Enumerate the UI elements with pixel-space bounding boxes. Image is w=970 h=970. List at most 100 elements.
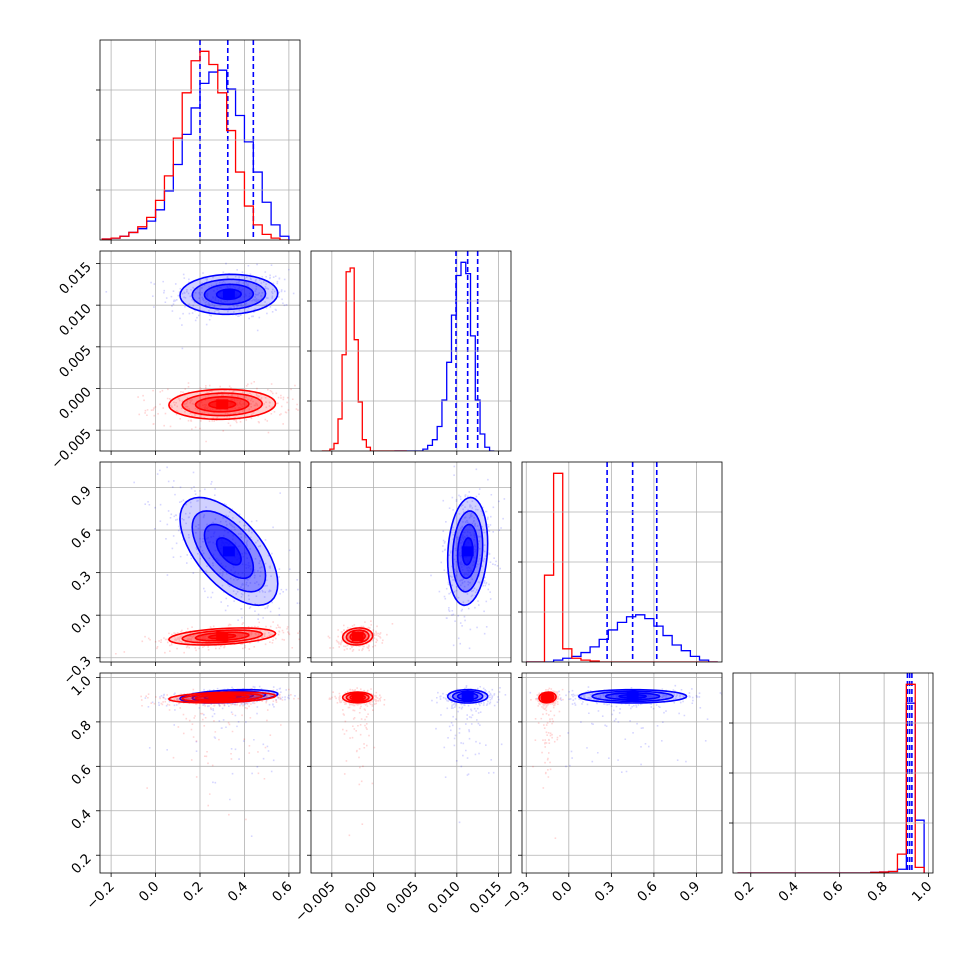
contour-3 bbox=[215, 537, 242, 566]
contour-3 bbox=[208, 399, 237, 409]
scatter-points bbox=[328, 687, 386, 837]
x-tick-label-p0-3: 0.4 bbox=[225, 879, 252, 906]
histogram-series-1 bbox=[737, 683, 925, 873]
contour-3 bbox=[208, 633, 237, 640]
x-tick-label-p1-4: 0.015 bbox=[467, 879, 506, 918]
scatter-series-1 bbox=[140, 688, 300, 821]
panel-2-2 bbox=[518, 461, 723, 666]
x-tick-label-p3-0: 0.2 bbox=[731, 879, 758, 906]
scatter-series-0 bbox=[105, 262, 300, 350]
contour-0 bbox=[167, 691, 277, 704]
panel-0-3: −0.2 0.0 0.2 0.4 0.60.20.40.60.81.0 bbox=[68, 672, 301, 913]
scatter-points bbox=[430, 465, 506, 650]
contour-2 bbox=[194, 693, 250, 701]
histogram-series-0 bbox=[101, 69, 290, 240]
density-peak bbox=[216, 631, 229, 642]
panel-frame bbox=[310, 461, 512, 663]
x-tick-label-p1-3: 0.010 bbox=[425, 879, 464, 918]
y-tick-label-p3-2: 0.6 bbox=[68, 762, 95, 789]
panel-1-2 bbox=[307, 461, 512, 666]
histogram-series-0 bbox=[737, 702, 925, 873]
scatter-series-0 bbox=[431, 685, 507, 873]
panel-3-3: 0.2 0.4 0.6 0.8 1.0 bbox=[729, 672, 936, 906]
histogram-series-0 bbox=[526, 614, 718, 662]
contour-1 bbox=[181, 692, 264, 703]
contour-3 bbox=[207, 695, 237, 700]
panel-frame bbox=[521, 672, 723, 874]
contour-0 bbox=[168, 627, 277, 646]
x-tick-label-p3-2: 0.6 bbox=[820, 879, 847, 906]
x-tick-label-p2-0: −0.3 bbox=[499, 879, 533, 913]
x-tick-label-p0-2: 0.2 bbox=[180, 879, 207, 906]
x-tick-label-p1-0: −0.005 bbox=[292, 879, 339, 926]
x-tick-label-p3-3: 0.8 bbox=[864, 879, 891, 906]
density-peak bbox=[222, 546, 235, 557]
x-tick-label-p2-2: 0.3 bbox=[592, 879, 619, 906]
panel-1-3: −0.005 0.000 0.005 0.010 0.015 bbox=[292, 672, 512, 926]
y-tick-label-p2-3: 0.6 bbox=[68, 526, 95, 553]
y-tick-label-p3-1: 0.4 bbox=[68, 806, 95, 833]
contour-0 bbox=[341, 691, 374, 704]
contour-0 bbox=[179, 496, 279, 607]
contour-0 bbox=[577, 688, 688, 704]
panel-1-1 bbox=[307, 250, 512, 455]
histogram-series-0 bbox=[394, 261, 495, 451]
contour-2 bbox=[203, 283, 255, 306]
contour-2 bbox=[456, 523, 479, 580]
x-tick-label-p3-1: 0.4 bbox=[776, 879, 803, 906]
contour-0 bbox=[446, 496, 489, 607]
contour-0 bbox=[179, 273, 279, 316]
y-tick-label-p3-0: 0.2 bbox=[68, 851, 95, 878]
density-peak bbox=[216, 692, 229, 703]
histogram-series-1 bbox=[101, 50, 289, 240]
y-tick-label-p2-2: 0.3 bbox=[68, 568, 95, 595]
scatter-series-1 bbox=[115, 621, 300, 655]
contour-1 bbox=[191, 510, 267, 593]
x-tick-label-p2-1: 0.0 bbox=[549, 879, 576, 906]
density-peak bbox=[216, 399, 229, 410]
y-tick-label-p1-0: −0.005 bbox=[48, 426, 95, 473]
scatter-points bbox=[530, 687, 564, 840]
x-tick-label-p0-4: 0.6 bbox=[269, 879, 296, 906]
density-peak bbox=[351, 692, 364, 703]
y-tick-label-p1-3: 0.010 bbox=[56, 301, 95, 340]
contour-2 bbox=[194, 396, 250, 413]
x-tick-label-p2-3: 0.6 bbox=[634, 879, 661, 906]
y-tick-label-p2-4: 0.9 bbox=[68, 483, 95, 510]
scatter-series-0 bbox=[144, 685, 296, 838]
y-tick-label-p2-1: 0.0 bbox=[68, 611, 95, 638]
y-tick-label-p1-1: 0.000 bbox=[56, 384, 95, 423]
scatter-series-1 bbox=[328, 687, 386, 837]
contour-3 bbox=[618, 693, 648, 699]
panel-frame bbox=[732, 672, 934, 874]
contour-1 bbox=[345, 629, 370, 644]
scatter-series-1 bbox=[530, 687, 564, 840]
contour-0 bbox=[168, 388, 277, 421]
contour-2 bbox=[203, 523, 255, 580]
y-tick-label-p1-4: 0.015 bbox=[56, 259, 95, 298]
panel-frame bbox=[310, 672, 512, 874]
contour-1 bbox=[181, 629, 264, 644]
x-tick-label-p1-2: 0.005 bbox=[383, 879, 422, 918]
scatter-points bbox=[105, 262, 300, 350]
x-tick-label-p2-4: 0.9 bbox=[677, 879, 704, 906]
contour-3 bbox=[215, 288, 242, 301]
contour-1 bbox=[181, 392, 264, 417]
density-peak bbox=[461, 691, 474, 702]
scatter-points bbox=[115, 621, 300, 655]
y-tick-label-p3-3: 0.8 bbox=[68, 717, 95, 744]
panel-frame bbox=[521, 461, 723, 663]
density-peak bbox=[461, 546, 474, 557]
x-tick-label-p3-4: 1.0 bbox=[909, 879, 936, 906]
panel-0-2: −0.30.00.30.60.9 bbox=[60, 461, 301, 688]
x-tick-label-p1-1: 0.000 bbox=[342, 879, 381, 918]
scatter-points bbox=[431, 685, 507, 873]
scatter-points bbox=[140, 688, 300, 821]
contour-1 bbox=[451, 510, 484, 593]
density-peak bbox=[222, 289, 235, 300]
histogram-series-1 bbox=[321, 267, 407, 451]
panel-2-3: −0.3 0.0 0.3 0.6 0.9 bbox=[499, 672, 723, 913]
contour-2 bbox=[604, 692, 661, 701]
scatter-points bbox=[144, 685, 296, 838]
